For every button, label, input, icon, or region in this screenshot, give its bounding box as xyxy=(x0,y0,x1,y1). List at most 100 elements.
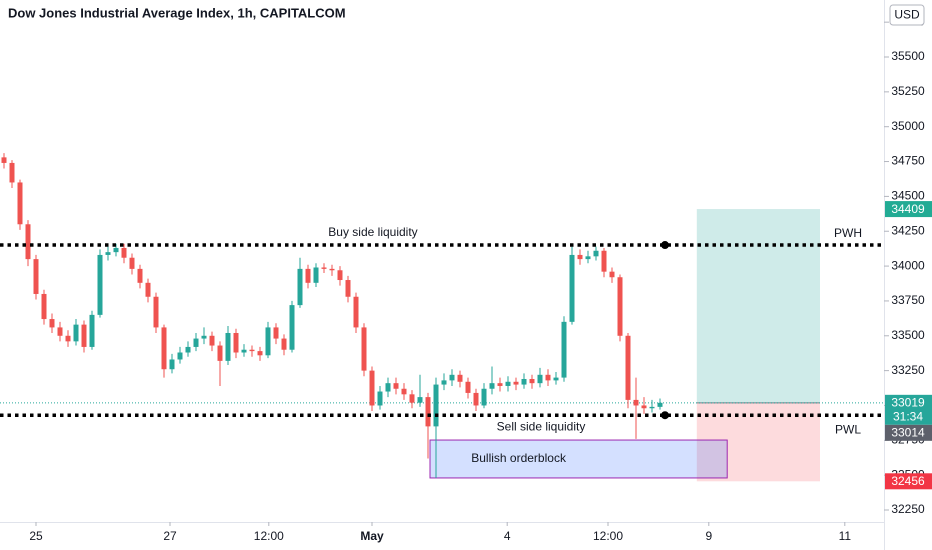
y-tick-label: 34500 xyxy=(891,189,925,203)
price-label-box xyxy=(885,201,932,218)
level-note: Sell side liquidity xyxy=(497,419,586,433)
y-tick-label: 34000 xyxy=(891,258,925,272)
price-label: 34409 xyxy=(891,202,925,216)
level-label: PWL xyxy=(835,422,861,436)
candle-body xyxy=(449,374,455,381)
candle-body xyxy=(201,335,207,339)
candle-body xyxy=(561,321,567,378)
candle-body xyxy=(457,374,463,382)
candle-body xyxy=(129,257,135,269)
candle-body xyxy=(353,296,359,328)
candle-body xyxy=(641,405,647,409)
price-label-box xyxy=(885,394,932,425)
price-label: 33019 xyxy=(891,395,925,409)
candle-body xyxy=(489,383,495,389)
candle-body xyxy=(241,349,247,353)
candle-body xyxy=(657,402,663,407)
y-tick-label: 34750 xyxy=(891,154,925,168)
candle-body xyxy=(601,250,607,272)
candle-body xyxy=(361,327,367,371)
candle-body xyxy=(481,388,487,406)
x-tick-label: 11 xyxy=(839,529,852,543)
level-label: PWH xyxy=(834,226,862,240)
candle-body xyxy=(441,380,447,385)
candle-body xyxy=(33,259,39,294)
candle-body xyxy=(377,391,383,406)
candle-body xyxy=(393,383,399,389)
y-tick-label: 33750 xyxy=(891,293,925,307)
candle-body xyxy=(465,381,471,393)
price-label-box xyxy=(885,424,932,441)
candle-body xyxy=(161,327,167,370)
candle-body xyxy=(121,247,127,258)
candle-body xyxy=(41,293,47,320)
candle-body xyxy=(609,271,615,278)
candle-body xyxy=(297,268,303,306)
candle-body xyxy=(265,327,271,356)
candle-body xyxy=(313,267,319,283)
candle-body xyxy=(225,332,231,361)
candle-body xyxy=(569,254,575,322)
y-tick-label: 33250 xyxy=(891,363,925,377)
candle-body xyxy=(57,327,63,336)
candle-body xyxy=(65,335,71,342)
countdown: 31:34 xyxy=(893,409,923,423)
y-tick-label: 35500 xyxy=(891,49,925,63)
candle-body xyxy=(169,359,175,370)
candle-body xyxy=(401,388,407,395)
candle-body xyxy=(409,394,415,403)
candle-body xyxy=(625,335,631,400)
candle-body xyxy=(177,352,183,360)
candle-body xyxy=(329,268,335,271)
price-label-box xyxy=(885,473,932,490)
x-tick-label: 12:00 xyxy=(254,529,284,543)
candle-body xyxy=(649,406,655,409)
target-zone xyxy=(696,209,820,403)
y-tick-label: 35000 xyxy=(891,119,925,133)
candle-body xyxy=(425,397,431,427)
candle-body xyxy=(89,314,95,347)
candle-body xyxy=(497,383,503,386)
candle-body xyxy=(577,254,583,260)
candle-body xyxy=(617,277,623,336)
candle-body xyxy=(345,280,351,297)
candle-body xyxy=(545,374,551,381)
candle-body xyxy=(537,374,543,384)
currency-box[interactable] xyxy=(889,4,925,26)
candle-body xyxy=(321,267,327,269)
x-tick-label: May xyxy=(360,529,384,543)
candle-body xyxy=(433,384,439,427)
candle-body xyxy=(17,182,23,225)
x-tick-label: 25 xyxy=(29,529,43,543)
candle-body xyxy=(305,268,311,283)
level-dot xyxy=(661,411,669,420)
level-dot xyxy=(661,241,669,250)
candle-body xyxy=(585,256,591,260)
candle-body xyxy=(529,378,535,384)
currency[interactable]: USD xyxy=(894,8,920,22)
candle-body xyxy=(385,383,391,392)
candle-body xyxy=(257,351,263,356)
candle-body xyxy=(9,162,15,183)
candle-body xyxy=(137,268,143,283)
chart-title: Dow Jones Industrial Average Index, 1h, … xyxy=(8,5,346,20)
x-tick-label: 4 xyxy=(504,529,511,543)
candle-body xyxy=(209,335,215,346)
candle-body xyxy=(193,338,199,347)
candle-body xyxy=(1,157,7,163)
candle-body xyxy=(473,392,479,406)
candle-body xyxy=(521,378,527,385)
price-label: 32456 xyxy=(891,474,925,488)
plot-area: Bullish orderblock PWH Buy side liquidity P… xyxy=(0,153,884,482)
candle-body xyxy=(249,349,255,352)
x-tick-label: 27 xyxy=(163,529,177,543)
level-note: Buy side liquidity xyxy=(328,225,417,239)
y-tick-label: 34250 xyxy=(891,223,925,237)
candle-body xyxy=(273,327,279,339)
candle-body xyxy=(105,252,111,255)
y-tick-label: 35250 xyxy=(891,84,925,98)
candle-body xyxy=(513,381,519,385)
candle-body xyxy=(113,247,119,253)
candle-body xyxy=(505,381,511,386)
